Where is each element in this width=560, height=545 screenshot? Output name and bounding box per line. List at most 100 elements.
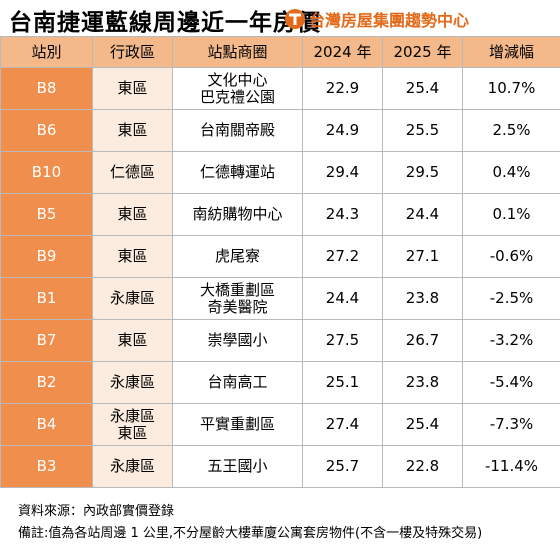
- district-cell: 東區: [92, 67, 173, 110]
- district-cell: 永康區: [92, 361, 173, 404]
- district-cell: 東區: [92, 193, 173, 236]
- page-title: 台南捷運藍線周邊近一年房價: [9, 10, 321, 36]
- col-header-station: 站別: [0, 36, 93, 68]
- brand: 台灣房屋集團趨勢中心: [284, 6, 469, 32]
- area-line: 仁德轉運站: [199, 163, 275, 181]
- table-row: B3 永康區 五王國小 25.7 22.8 -11.4%: [0, 445, 560, 488]
- area-cell: 南紡購物中心: [172, 193, 303, 236]
- station-cell: B6: [0, 109, 93, 152]
- district-line: 東區: [117, 331, 148, 349]
- area-line: 虎尾寮: [214, 247, 260, 265]
- area-line: 台南高工: [207, 373, 268, 391]
- district-cell: 永康區: [92, 445, 173, 488]
- price-2024-cell: 24.3: [302, 193, 383, 236]
- change-cell: -5.4%: [462, 361, 560, 404]
- table-row: B6 東區 台南關帝殿 24.9 25.5 2.5%: [0, 109, 560, 152]
- district-line: 東區: [117, 247, 148, 265]
- col-header-2025: 2025 年: [382, 36, 463, 68]
- price-2024-cell: 24.9: [302, 109, 383, 152]
- price-2025-cell: 22.8: [382, 445, 463, 488]
- table-row: B10 仁德區 仁德轉運站 29.4 29.5 0.4%: [0, 151, 560, 194]
- price-2024-cell: 24.4: [302, 277, 383, 320]
- district-cell: 永康區: [92, 277, 173, 320]
- change-cell: 10.7%: [462, 67, 560, 110]
- table-row: B2 永康區 台南高工 25.1 23.8 -5.4%: [0, 361, 560, 404]
- price-2024-cell: 25.7: [302, 445, 383, 488]
- price-2025-cell: 27.1: [382, 235, 463, 278]
- table-row: B5 東區 南紡購物中心 24.3 24.4 0.1%: [0, 193, 560, 236]
- district-cell: 東區: [92, 109, 173, 152]
- change-cell: 0.4%: [462, 151, 560, 194]
- change-cell: -2.5%: [462, 277, 560, 320]
- price-2025-cell: 23.8: [382, 277, 463, 320]
- area-line: 平實重劃區: [199, 415, 275, 433]
- area-line: 五王國小: [207, 457, 268, 475]
- header: 台南捷運藍線周邊近一年房價 台灣房屋集團趨勢中心: [0, 0, 560, 36]
- source-note: 資料來源：內政部實價登錄: [18, 504, 175, 519]
- price-2025-cell: 25.4: [382, 403, 463, 446]
- area-cell: 台南關帝殿: [172, 109, 303, 152]
- price-2025-cell: 26.7: [382, 319, 463, 362]
- change-cell: -0.6%: [462, 235, 560, 278]
- change-cell: -3.2%: [462, 319, 560, 362]
- district-cell: 仁德區: [92, 151, 173, 194]
- area-line: 大橋重劃區: [199, 280, 275, 299]
- area-cell: 仁德轉運站: [172, 151, 303, 194]
- price-2025-cell: 25.5: [382, 109, 463, 152]
- area-cell: 台南高工: [172, 361, 303, 404]
- table-row: B8 東區 文化中心 巴克禮公園 22.9 25.4 10.7%: [0, 67, 560, 110]
- change-cell: 2.5%: [462, 109, 560, 152]
- price-2024-cell: 29.4: [302, 151, 383, 194]
- area-cell: 虎尾寮: [172, 235, 303, 278]
- district-cell: 東區: [92, 235, 173, 278]
- price-2024-cell: 27.5: [302, 319, 383, 362]
- table-row: B7 東區 崇學國小 27.5 26.7 -3.2%: [0, 319, 560, 362]
- district-line: 仁德區: [109, 163, 155, 181]
- district-line: 永康區: [109, 373, 155, 391]
- price-2024-cell: 25.1: [302, 361, 383, 404]
- station-cell: B9: [0, 235, 93, 278]
- area-line: 巴克禮公園: [199, 87, 275, 106]
- district-cell: 永康區 東區: [92, 403, 173, 446]
- station-cell: B10: [0, 151, 93, 194]
- area-cell: 五王國小: [172, 445, 303, 488]
- col-header-district: 行政區: [92, 36, 173, 68]
- table-header-row: 站別 行政區 站點商圈 2024 年 2025 年 增減幅: [0, 36, 560, 68]
- col-header-change: 增減幅: [462, 36, 560, 68]
- col-header-2024: 2024 年: [302, 36, 383, 68]
- table-row: B4 永康區 東區 平實重劃區 27.4 25.4 -7.3%: [0, 403, 560, 446]
- change-cell: -7.3%: [462, 403, 560, 446]
- price-2024-cell: 22.9: [302, 67, 383, 110]
- price-2025-cell: 24.4: [382, 193, 463, 236]
- district-cell: 東區: [92, 319, 173, 362]
- area-cell: 崇學國小: [172, 319, 303, 362]
- district-line: 永康區: [109, 457, 155, 475]
- station-cell: B1: [0, 277, 93, 320]
- station-cell: B8: [0, 67, 93, 110]
- district-line: 永康區: [109, 289, 155, 307]
- remark-note: 備註:值為各站周邊 1 公里,不分屋齡大樓華廈公寓套房物件(不含一樓及特殊交易): [18, 526, 483, 541]
- station-cell: B3: [0, 445, 93, 488]
- table-row: B9 東區 虎尾寮 27.2 27.1 -0.6%: [0, 235, 560, 278]
- area-cell: 文化中心 巴克禮公園: [172, 67, 303, 110]
- area-line: 南紡購物中心: [192, 205, 283, 223]
- station-cell: B2: [0, 361, 93, 404]
- brand-logo-icon: [285, 9, 305, 29]
- area-cell: 大橋重劃區 奇美醫院: [172, 277, 303, 320]
- brand-name: 台灣房屋集團趨勢中心: [309, 11, 470, 30]
- area-line: 台南關帝殿: [199, 121, 275, 139]
- col-header-area: 站點商圈: [172, 36, 303, 68]
- price-2024-cell: 27.4: [302, 403, 383, 446]
- district-line: 東區: [117, 121, 148, 139]
- price-2025-cell: 29.5: [382, 151, 463, 194]
- area-line: 奇美醫院: [207, 297, 268, 316]
- price-table: 站別 行政區 站點商圈 2024 年 2025 年 增減幅 B8 東區 文化中心 巴克…: [0, 36, 560, 488]
- station-cell: B5: [0, 193, 93, 236]
- price-2025-cell: 23.8: [382, 361, 463, 404]
- district-line: 永康區: [109, 406, 155, 425]
- area-line: 文化中心: [207, 70, 268, 89]
- price-2024-cell: 27.2: [302, 235, 383, 278]
- change-cell: -11.4%: [462, 445, 560, 488]
- district-line: 東區: [117, 205, 148, 223]
- area-cell: 平實重劃區: [172, 403, 303, 446]
